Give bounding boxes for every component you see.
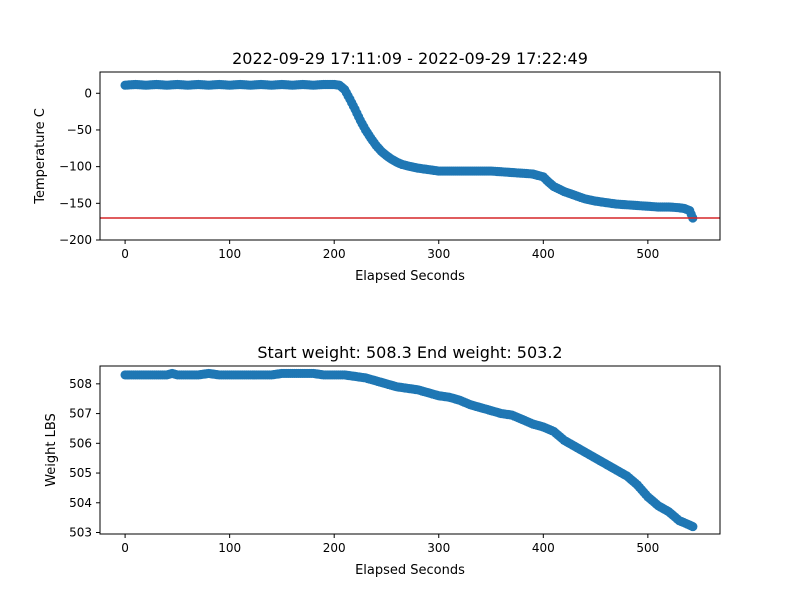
x-tick-label: 400 [532,247,555,261]
chart-title: Start weight: 508.3 End weight: 503.2 [257,343,562,362]
x-tick-label: 200 [323,541,346,555]
x-tick-label: 100 [218,541,241,555]
y-tick-label: 505 [69,466,92,480]
plot-marks [100,79,720,223]
data-point [688,521,698,532]
x-axis-label: Elapsed Seconds [355,563,465,578]
y-tick-label: −50 [67,123,92,137]
x-tick-label: 500 [636,541,659,555]
plot-frame [99,71,721,241]
x-tick-label: 300 [427,541,450,555]
y-tick-label: 503 [69,526,92,540]
x-tick-label: 0 [121,247,129,261]
y-tick-label: 504 [69,496,92,510]
chart-title: 2022-09-29 17:11:09 - 2022-09-29 17:22:4… [232,49,588,68]
x-tick-label: 200 [323,247,346,261]
y-tick-label: 508 [69,377,92,391]
y-tick-label: 506 [69,436,92,450]
x-tick-label: 300 [427,247,450,261]
x-tick-label: 400 [532,541,555,555]
axis-ticks: 0 100 200 300 400 500 503 504 505 506 507 508 [69,377,659,555]
y-axis-label: Temperature C [33,108,48,205]
x-tick-label: 0 [121,541,129,555]
temperature-chart: 2022-09-29 17:11:09 - 2022-09-29 17:22:4… [33,49,721,284]
x-axis-label: Elapsed Seconds [355,269,465,284]
y-tick-label: 0 [84,86,92,100]
y-tick-label: 507 [69,407,92,421]
plot-frame [99,365,721,535]
y-tick-label: −100 [59,160,92,174]
x-tick-label: 500 [636,247,659,261]
weight-chart: Start weight: 508.3 End weight: 503.2 0 1… [44,343,721,578]
x-tick-label: 100 [218,247,241,261]
y-tick-label: −200 [59,233,92,247]
axis-ticks: 0 100 200 300 400 500 0 −50 −100 −150 −200 [59,86,659,261]
y-tick-label: −150 [59,196,92,210]
y-axis-label: Weight LBS [44,413,59,487]
plot-marks [120,368,698,532]
